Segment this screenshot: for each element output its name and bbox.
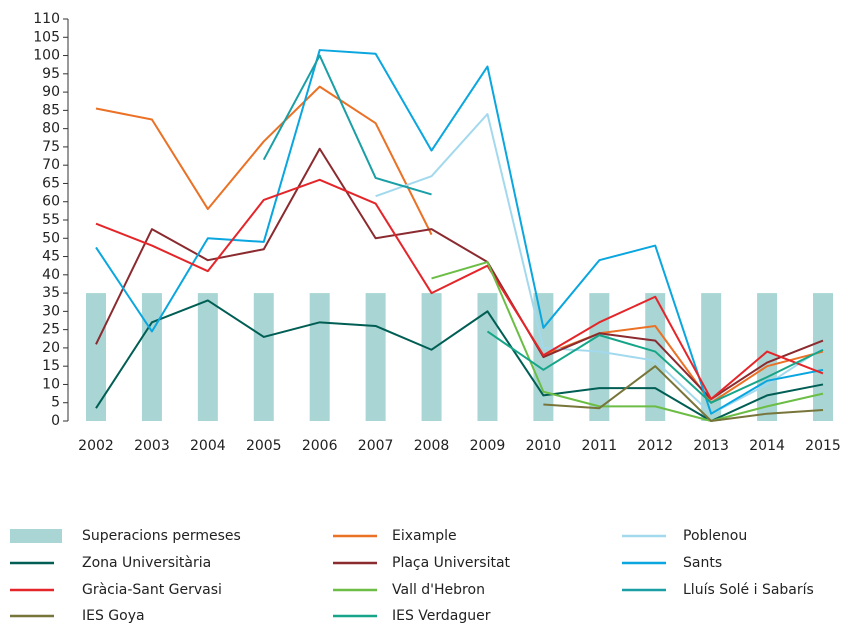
bar: [421, 293, 442, 421]
y-tick-label: 85: [42, 102, 60, 118]
legend-label: Vall d'Hebron: [392, 582, 485, 598]
y-tick-label: 5: [51, 395, 60, 411]
x-tick-label: 2014: [749, 438, 785, 454]
x-tick-label: 2007: [358, 438, 394, 454]
line: [95, 178, 824, 401]
x-tick-label: 2004: [190, 438, 226, 454]
y-tick-label: 70: [42, 157, 60, 173]
line: [543, 365, 824, 422]
x-tick-label: 2009: [470, 438, 506, 454]
bar: [757, 293, 778, 421]
x-tick-label: 2008: [414, 438, 450, 454]
bar: [477, 293, 498, 421]
x-tick-label: 2013: [693, 438, 729, 454]
y-tick-label: 0: [51, 413, 60, 429]
legend-label: Poblenou: [683, 528, 747, 544]
y-tick-label: 15: [42, 358, 60, 374]
line: [486, 330, 824, 404]
legend-label: Plaça Universitat: [392, 555, 511, 571]
line: [262, 54, 432, 196]
legend-label: IES Goya: [82, 608, 145, 624]
y-tick-label: 90: [42, 84, 60, 100]
x-tick-label: 2015: [805, 438, 841, 454]
y-tick-label: 35: [42, 285, 60, 301]
y-tick-label: 25: [42, 322, 60, 338]
y-tick-label: 45: [42, 249, 60, 265]
y-tick-label: 65: [42, 175, 60, 191]
legend-label: Gràcia-Sant Gervasi: [82, 582, 222, 598]
x-tick-label: 2006: [302, 438, 338, 454]
bar: [141, 293, 162, 421]
y-tick-label: 10: [42, 376, 60, 392]
y-tick-label: 55: [42, 212, 60, 228]
x-tick-label: 2012: [637, 438, 673, 454]
legend-label: Zona Universitària: [82, 555, 211, 571]
legend-label: IES Verdaguer: [392, 608, 491, 624]
bar: [309, 293, 330, 421]
bar: [197, 293, 218, 421]
y-tick-label: 50: [42, 230, 60, 246]
bar: [365, 293, 386, 421]
x-tick-label: 2002: [78, 438, 114, 454]
y-tick-label: 75: [42, 139, 60, 155]
y-tick-label: 80: [42, 121, 60, 137]
x-tick-label: 2005: [246, 438, 282, 454]
y-tick-label: 40: [42, 267, 60, 283]
y-tick-label: 60: [42, 194, 60, 210]
y-tick-label: 20: [42, 340, 60, 356]
legend-label: Superacions permeses: [82, 528, 241, 544]
x-tick-label: 2003: [134, 438, 170, 454]
bar: [86, 293, 106, 421]
bar: [813, 293, 833, 421]
legend-swatch: [10, 529, 62, 543]
y-tick-label: 100: [33, 48, 60, 64]
line: [95, 299, 824, 422]
y-tick-label: 105: [33, 29, 60, 45]
y-tick-label: 95: [42, 66, 60, 82]
legend-label: Lluís Solé i Sabarís: [683, 582, 814, 598]
legend-label: Eixample: [392, 528, 457, 544]
line: [95, 49, 824, 415]
bar: [253, 293, 274, 421]
legend-label: Sants: [683, 555, 722, 571]
y-tick-label: 110: [33, 11, 60, 27]
line: [375, 113, 824, 415]
line: [431, 261, 824, 422]
y-tick-label: 30: [42, 303, 60, 319]
x-tick-label: 2011: [581, 438, 617, 454]
x-tick-label: 2010: [526, 438, 562, 454]
